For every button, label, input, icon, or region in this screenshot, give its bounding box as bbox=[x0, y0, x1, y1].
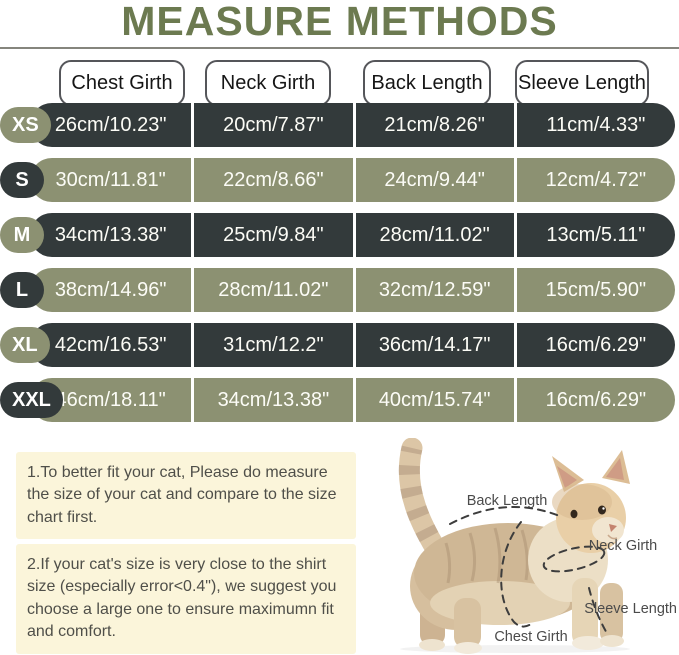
size-cell: 12cm/4.72" bbox=[513, 158, 675, 202]
size-row-m: M 34cm/13.38" 25cm/9.84" 28cm/11.02" 13c… bbox=[0, 213, 675, 257]
cat-front-leg-far bbox=[600, 583, 623, 643]
cat-eye-left bbox=[570, 509, 578, 519]
size-cell: 30cm/11.81" bbox=[55, 168, 166, 191]
cat-stripe bbox=[444, 542, 452, 584]
title-divider bbox=[0, 47, 679, 49]
cat-stripe bbox=[468, 532, 477, 582]
size-badge-xs: XS bbox=[0, 107, 51, 143]
size-cell: 28cm/11.02" bbox=[352, 213, 514, 257]
cat-illustration bbox=[398, 438, 630, 654]
cat-stripe bbox=[520, 529, 529, 581]
chest-girth-label: Chest Girth bbox=[494, 629, 567, 645]
size-cell: 38cm/14.96" bbox=[54, 278, 167, 301]
note-size-up: 2.If your cat's size is very close to th… bbox=[16, 544, 356, 654]
cat-ear-right-inner bbox=[606, 458, 624, 480]
cat-nose bbox=[609, 524, 617, 532]
note-measure-first: 1.To better fit your cat, Please do meas… bbox=[16, 452, 356, 540]
size-cell: 20cm/7.87" bbox=[191, 103, 352, 147]
cat-head-shading bbox=[552, 484, 612, 520]
size-cell: 32cm/12.59" bbox=[352, 268, 514, 312]
neck-girth-line bbox=[542, 545, 606, 573]
column-header-neck-girth: Neck Girth bbox=[205, 60, 331, 106]
cat-front-paw-far bbox=[600, 635, 624, 647]
cat-front-paw bbox=[572, 636, 604, 650]
column-header-chest-girth: Chest Girth bbox=[59, 60, 185, 106]
size-cell: 42cm/16.53" bbox=[54, 333, 167, 356]
size-row-l: L 38cm/14.96" 28cm/11.02" 32cm/12.59" 15… bbox=[0, 268, 675, 312]
back-length-line bbox=[449, 506, 563, 525]
size-cell: 22cm/8.66" bbox=[191, 158, 352, 202]
cat-ear-left-inner bbox=[557, 466, 577, 488]
size-cell: 36cm/14.17" bbox=[352, 323, 514, 367]
measurement-annotations: Back Length Neck Girth Chest Girth Sleev… bbox=[449, 493, 677, 645]
cat-mouth bbox=[607, 534, 618, 540]
size-cell: 15cm/5.90" bbox=[513, 268, 675, 312]
cat-muzzle bbox=[592, 517, 624, 543]
sleeve-length-label: Sleeve Length bbox=[584, 601, 677, 617]
size-badge-m: M bbox=[0, 217, 44, 253]
size-cell: 13cm/5.11" bbox=[513, 213, 675, 257]
column-header-back-length: Back Length bbox=[363, 60, 491, 106]
size-row-xxl: XXL 46cm/18.11" 34cm/13.38" 40cm/15.74" … bbox=[0, 378, 675, 422]
size-cell: 28cm/11.02" bbox=[191, 268, 352, 312]
size-cell: 34cm/13.38" bbox=[54, 223, 167, 246]
size-row-xl: XL 42cm/16.53" 31cm/12.2" 36cm/14.17" 16… bbox=[0, 323, 675, 367]
size-badge-xl: XL bbox=[0, 327, 50, 363]
chest-girth-line bbox=[500, 521, 532, 628]
size-badge-s: S bbox=[0, 162, 44, 198]
cat-stripe bbox=[493, 527, 502, 584]
size-cell: 24cm/9.44" bbox=[352, 158, 514, 202]
sleeve-length-line bbox=[588, 587, 609, 636]
size-cell: 11cm/4.33" bbox=[513, 103, 675, 147]
cat-measurement-diagram: Back Length Neck Girth Chest Girth Sleev… bbox=[398, 438, 677, 654]
cat-rear-leg-near bbox=[454, 598, 481, 648]
size-cell: 40cm/15.74" bbox=[352, 378, 514, 422]
size-cell: 34cm/13.38" bbox=[191, 378, 352, 422]
size-table: XS 26cm/10.23" 20cm/7.87" 21cm/8.26" 11c… bbox=[0, 103, 679, 433]
size-cell: 25cm/9.84" bbox=[191, 213, 352, 257]
page-title: MEASURE METHODS bbox=[121, 0, 558, 44]
size-cell: 31cm/12.2" bbox=[191, 323, 352, 367]
cat-tail bbox=[398, 438, 451, 567]
size-cell: 16cm/6.29" bbox=[513, 378, 675, 422]
size-cell: 16cm/6.29" bbox=[513, 323, 675, 367]
size-row-s: S 30cm/11.81" 22cm/8.66" 24cm/9.44" 12cm… bbox=[0, 158, 675, 202]
size-badge-l: L bbox=[0, 272, 44, 308]
size-badge-xxl: XXL bbox=[0, 382, 63, 418]
cat-rear-paw-near bbox=[454, 642, 482, 654]
column-header-sleeve-length: Sleeve Length bbox=[515, 60, 649, 106]
size-cell: 46cm/18.11" bbox=[55, 388, 166, 411]
neck-girth-label: Neck Girth bbox=[589, 538, 658, 554]
cat-eye-highlight bbox=[602, 507, 605, 510]
cat-rear-paw bbox=[419, 639, 445, 651]
size-cell: 26cm/10.23" bbox=[54, 113, 167, 136]
back-length-label: Back Length bbox=[467, 493, 548, 509]
size-cell: 21cm/8.26" bbox=[352, 103, 514, 147]
cat-eye-right bbox=[598, 505, 606, 515]
size-row-xs: XS 26cm/10.23" 20cm/7.87" 21cm/8.26" 11c… bbox=[0, 103, 675, 147]
